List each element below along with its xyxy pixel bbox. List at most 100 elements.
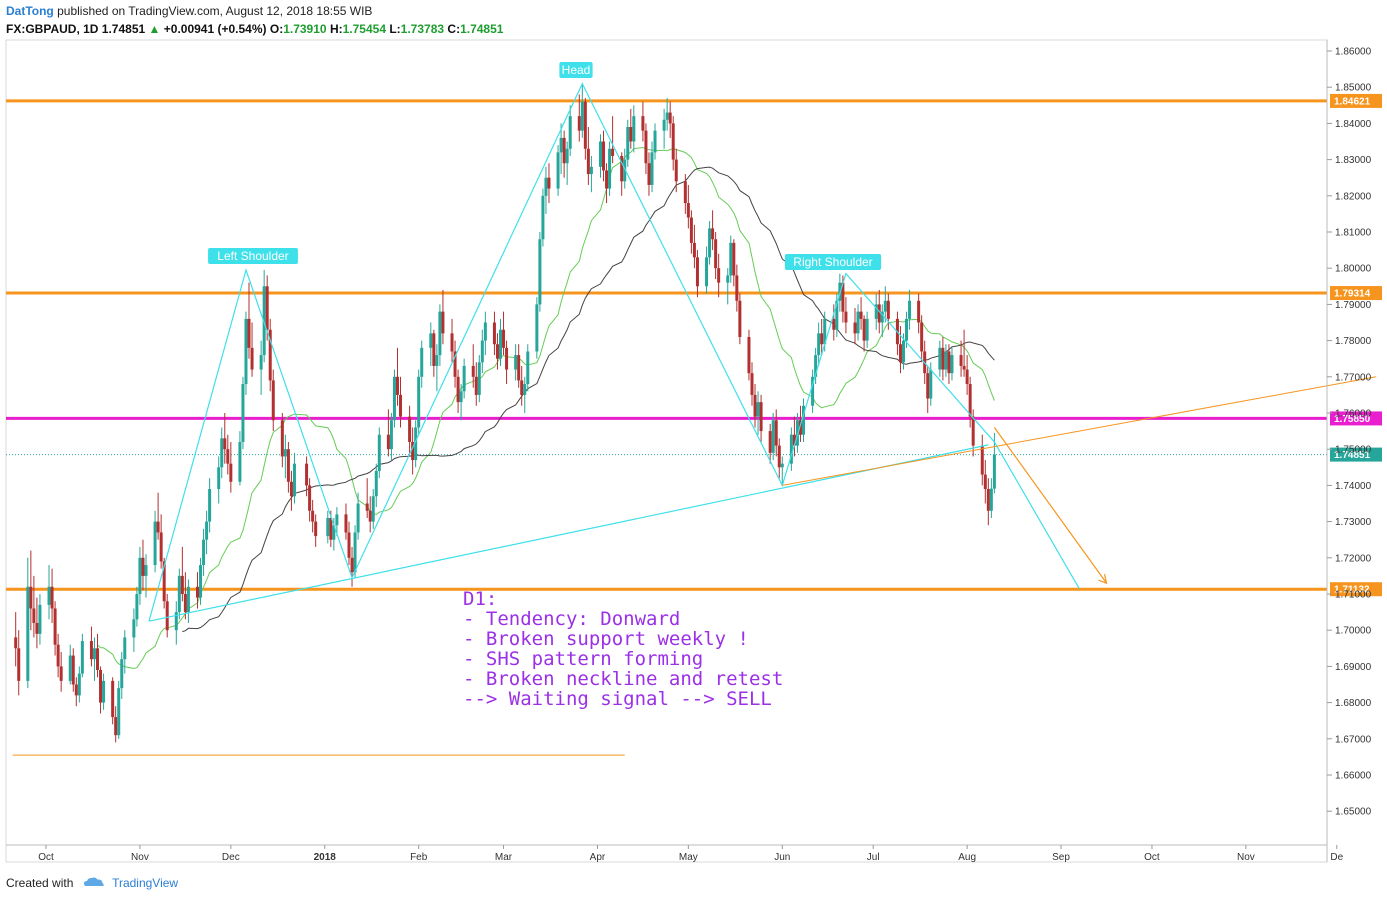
candle-body <box>920 322 924 352</box>
candle-body <box>14 637 18 649</box>
candle-body <box>853 322 857 334</box>
candle-body <box>947 351 951 374</box>
candle-body <box>335 514 339 526</box>
candle-body <box>544 177 548 196</box>
candle-body <box>559 137 563 153</box>
symbol-title: FX:GBPAUD, 1D <box>6 22 99 36</box>
candle-body <box>517 355 521 381</box>
candle-body <box>259 355 263 370</box>
tradingview-cloud-icon <box>83 877 104 886</box>
candles <box>14 83 996 743</box>
author-link[interactable]: DatTong <box>6 4 54 18</box>
candle-body <box>165 601 169 631</box>
candle-body <box>50 586 54 609</box>
level-price-tag <box>1330 411 1382 426</box>
orange-trend-line <box>782 376 1377 486</box>
candle-body <box>499 329 502 359</box>
candle-body <box>471 365 475 377</box>
candle-body <box>32 608 36 623</box>
time-tick-label: De <box>1330 852 1343 863</box>
candle-body <box>653 130 657 153</box>
price-tick-label: 1.72000 <box>1335 553 1372 564</box>
candle-body <box>986 489 990 511</box>
candle-body <box>708 228 712 258</box>
candle-body <box>780 463 784 468</box>
time-tick-label: Dec <box>222 852 240 863</box>
price-tick-label: 1.76000 <box>1335 409 1372 420</box>
candle-body <box>735 275 739 301</box>
candle-body <box>241 384 245 442</box>
candle-body <box>841 282 845 312</box>
level-price-label: 1.71132 <box>1334 585 1370 596</box>
candle-body <box>756 402 760 417</box>
candle-body <box>226 449 230 464</box>
candle-body <box>608 148 612 189</box>
candle-body <box>908 300 912 319</box>
annotation-line: D1: <box>463 588 497 610</box>
candle-body <box>56 644 60 667</box>
candle-body <box>556 152 560 189</box>
candle-body <box>671 123 675 160</box>
candle-body <box>814 355 818 377</box>
candle-body <box>968 384 972 417</box>
tradingview-link[interactable]: TradingView <box>112 876 179 890</box>
time-tick-label: Oct <box>1144 852 1160 863</box>
candle-body <box>117 688 121 736</box>
candle-body <box>262 286 266 356</box>
candle-body <box>186 586 190 613</box>
candle-body <box>217 467 221 490</box>
candle-body <box>589 166 593 175</box>
arrow-head-icon <box>1098 574 1108 585</box>
price-tick-label: 1.80000 <box>1335 264 1372 275</box>
candle-body <box>832 318 836 330</box>
candle-body <box>80 641 84 674</box>
candle-body <box>308 485 312 511</box>
price-tick-label: 1.79000 <box>1335 300 1372 311</box>
candle-body <box>408 416 412 442</box>
candle-body <box>247 318 251 348</box>
candle-body <box>438 311 442 356</box>
price-tick-label: 1.73000 <box>1335 517 1372 528</box>
price-tick-label: 1.82000 <box>1335 191 1372 202</box>
candle-body <box>435 355 439 366</box>
candle-body <box>29 586 33 609</box>
time-axis[interactable]: Oct Nov Dec 2018 Feb Mar Apr May Jun Jul Aug Sep Oct… <box>6 844 1344 863</box>
candle-body <box>514 355 518 370</box>
price-tick-label: 1.70000 <box>1335 626 1372 637</box>
candle-body <box>562 137 566 164</box>
candle-body <box>389 420 393 450</box>
projection-arrow <box>993 427 1107 584</box>
annotation-line: --> Waiting signal --> SELL <box>463 688 772 710</box>
price-tick-label: 1.74000 <box>1335 481 1372 492</box>
candle-body <box>265 286 269 330</box>
time-tick-label: Feb <box>410 852 428 863</box>
candle-body <box>753 394 757 417</box>
candle-body <box>605 170 609 189</box>
candle-body <box>717 268 721 283</box>
price-axis[interactable]: 1.86000 1.85000 1.84000 1.83000 1.82000 1.810… <box>1326 40 1372 862</box>
candle-body <box>347 532 351 558</box>
candle-body <box>432 333 436 366</box>
neckline <box>148 444 989 622</box>
candle-body <box>156 521 160 533</box>
candle-body <box>883 300 887 312</box>
candle-body <box>453 351 457 377</box>
candle-body <box>747 336 751 374</box>
candle-body <box>547 177 551 189</box>
candle-body <box>602 141 606 171</box>
close-value: 1.74851 <box>460 22 504 36</box>
level-price-label: 1.79314 <box>1334 289 1371 300</box>
candle-body <box>523 384 527 395</box>
pattern-label: Left Shoulder <box>217 249 288 263</box>
candle-body <box>647 163 651 185</box>
time-tick-label: Aug <box>958 852 976 863</box>
candle-body <box>495 344 499 359</box>
low-value: 1.73783 <box>400 22 445 36</box>
candle-body <box>138 557 142 594</box>
candle-body <box>268 329 272 381</box>
price-tick-label: 1.84000 <box>1335 119 1372 130</box>
candle-body <box>662 119 666 131</box>
time-tick-label: Apr <box>590 852 606 863</box>
candle-body <box>620 155 624 182</box>
